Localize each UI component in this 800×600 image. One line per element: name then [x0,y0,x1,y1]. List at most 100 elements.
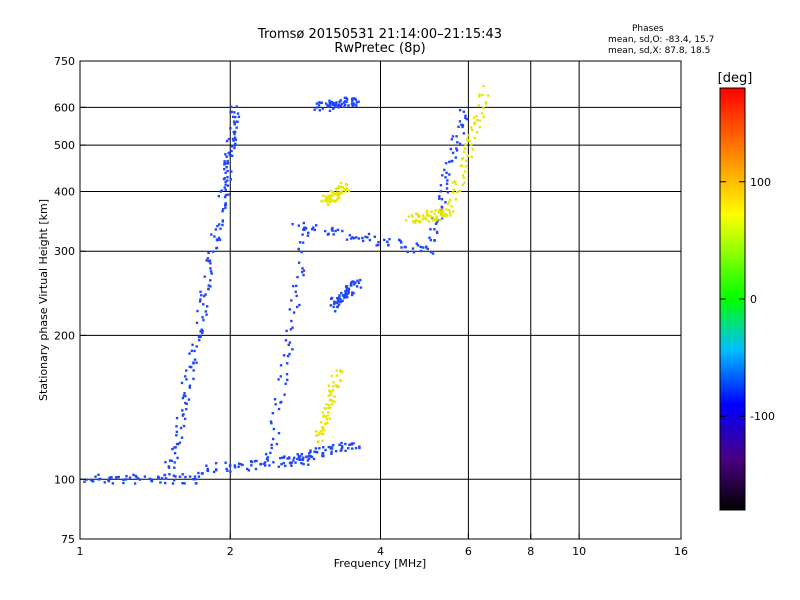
data-point [351,104,354,108]
data-point [108,476,111,479]
data-point [227,193,230,196]
data-point [235,105,238,108]
data-point [172,479,176,482]
data-point [349,284,353,287]
data-point [228,154,232,157]
data-point [192,377,195,381]
data-point [352,442,355,445]
data-point [277,407,281,411]
data-point [218,238,222,241]
x-tick-label: 8 [527,545,534,558]
data-point [233,146,236,150]
data-point [434,222,438,226]
data-point [477,104,481,107]
data-point [445,171,448,175]
data-point [301,267,304,270]
data-point [313,228,316,232]
data-point [333,400,336,403]
y-tick-label: 200 [54,329,75,342]
data-point [231,154,234,158]
data-point [446,203,450,206]
data-point [345,238,349,241]
data-point [342,101,346,104]
data-point [435,216,438,219]
data-point [455,135,458,138]
data-point [237,462,241,465]
data-point [347,446,350,450]
data-point [332,384,335,388]
data-point [237,115,241,119]
data-point [182,424,186,428]
data-point [458,120,462,123]
data-point [335,198,339,201]
data-point [361,239,365,243]
data-point [425,210,429,213]
data-points [83,84,490,485]
data-point [287,343,290,347]
data-point [482,84,485,88]
data-point [295,284,298,288]
data-point [411,247,415,250]
data-point [185,402,188,406]
data-point [230,105,233,109]
data-point [297,248,301,251]
data-point [343,96,347,100]
data-point [122,481,125,485]
data-point [286,457,289,460]
data-point [348,234,352,237]
data-point [324,195,328,199]
data-point [426,212,429,215]
data-point [359,278,362,282]
data-point [470,155,474,159]
data-point [319,101,322,105]
data-point [224,193,228,197]
data-point [464,165,468,168]
data-point [229,111,232,114]
data-point [463,147,467,150]
colorbar-tick-label: 100 [750,176,771,189]
data-point [326,414,329,417]
data-point [463,170,467,173]
data-point [453,180,457,183]
data-point [138,478,142,481]
data-point [289,328,293,331]
data-point [167,466,171,469]
data-point [333,192,336,196]
data-point [283,393,286,396]
data-point [173,446,176,449]
data-point [337,187,341,190]
data-point [455,190,459,194]
data-point [288,352,291,356]
data-point [206,257,209,260]
data-point [150,478,153,481]
data-point [330,190,333,194]
data-point [352,97,355,100]
data-point [429,238,433,242]
x-tick-label: 6 [465,545,472,558]
data-point [425,214,428,217]
data-point [211,250,215,253]
data-point [307,463,310,466]
data-point [471,148,474,151]
data-point [329,189,332,193]
data-point [226,159,229,163]
data-point [183,482,186,485]
data-point [224,203,228,206]
data-point [150,479,154,483]
data-point [444,214,448,218]
data-point [225,467,228,471]
data-point [180,436,184,439]
data-point [321,107,325,110]
data-point [339,297,342,301]
data-point [329,398,332,402]
data-point [223,177,226,180]
data-point [226,175,229,179]
data-point [300,452,304,456]
data-point [345,100,348,104]
data-point [440,216,444,220]
data-point [111,482,115,485]
data-point [214,228,218,231]
data-point [277,378,280,381]
data-point [219,227,222,230]
data-point [315,106,319,109]
